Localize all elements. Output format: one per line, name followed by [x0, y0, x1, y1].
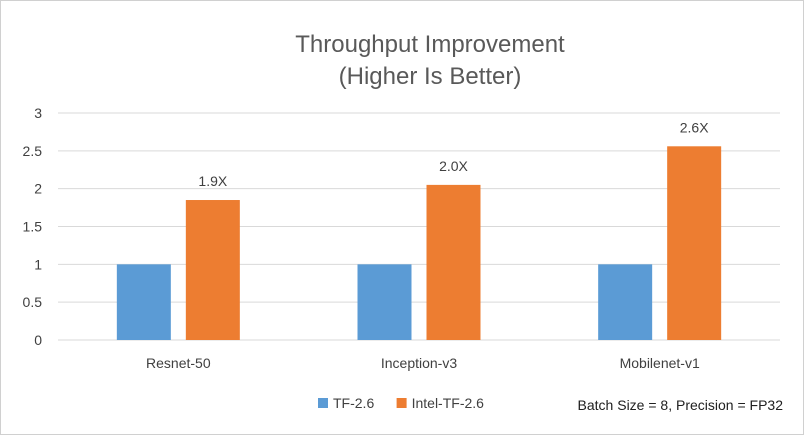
- legend: TF-2.6 Intel-TF-2.6: [318, 395, 484, 411]
- bar: [185, 200, 240, 340]
- y-axis-ticks: 0 0.5 1 1.5 2 2.5 3: [23, 105, 43, 348]
- y-tick-label: 2.5: [23, 143, 43, 159]
- y-tick-label: 2: [34, 181, 42, 197]
- legend-swatch: [318, 398, 328, 408]
- gridlines: [58, 112, 780, 341]
- y-tick-label: 1.5: [23, 219, 43, 235]
- category-label: Resnet-50: [146, 355, 211, 371]
- category-labels: Resnet-50 Inception-v3 Mobilenet-v1: [146, 355, 700, 371]
- category-label: Inception-v3: [381, 355, 457, 371]
- data-label: 2.6X: [680, 119, 709, 135]
- data-labels: 1.9X 2.0X 2.6X: [198, 119, 709, 189]
- data-label: 1.9X: [198, 173, 227, 189]
- legend-label: TF-2.6: [333, 395, 374, 411]
- y-tick-label: 0: [34, 332, 42, 348]
- bar: [116, 264, 171, 340]
- chart-note: Batch Size = 8, Precision = FP32: [578, 397, 784, 413]
- bar: [598, 264, 653, 340]
- bar: [667, 146, 722, 340]
- y-tick-label: 1: [34, 256, 42, 272]
- bars: [116, 146, 722, 340]
- bar: [357, 264, 412, 340]
- y-tick-label: 0.5: [23, 294, 43, 310]
- chart-subtitle: (Higher Is Better): [339, 63, 522, 90]
- chart-title: Throughput Improvement: [295, 31, 565, 58]
- data-label: 2.0X: [439, 158, 468, 174]
- legend-label: Intel-TF-2.6: [412, 395, 485, 411]
- legend-swatch: [396, 398, 407, 408]
- bar: [426, 184, 481, 340]
- y-tick-label: 3: [34, 105, 42, 121]
- category-label: Mobilenet-v1: [620, 355, 700, 371]
